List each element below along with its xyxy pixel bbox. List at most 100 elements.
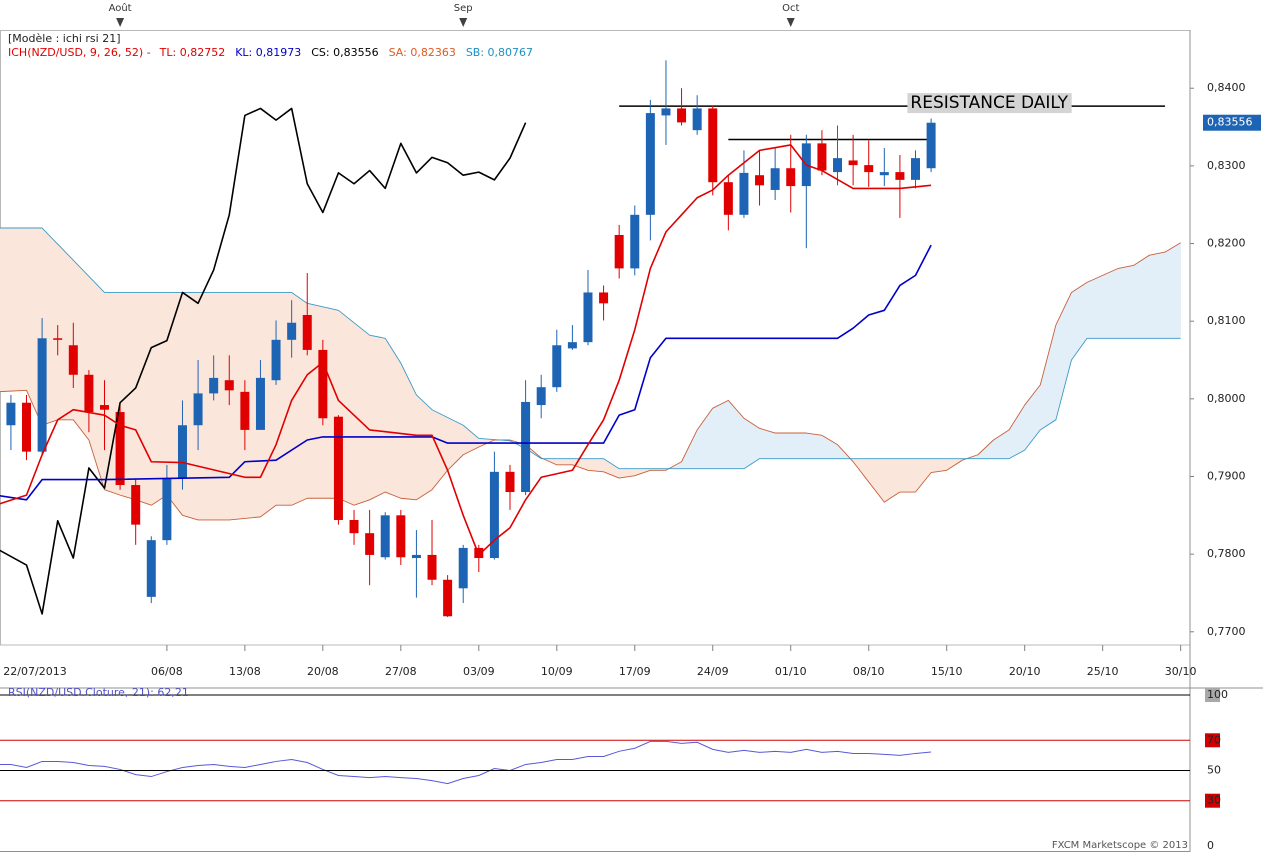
indicator-line xyxy=(0,244,932,501)
x-tick-label: 22/07/2013 xyxy=(3,665,66,678)
candle-body xyxy=(848,160,858,166)
rsi-title: RSI(NZD/USD.Cloture, 21): 62,21 xyxy=(8,686,189,699)
x-tick-label: 03/09 xyxy=(463,665,495,678)
y-tick-label: 0,8200 xyxy=(1207,237,1246,250)
last-price-box xyxy=(1203,114,1261,131)
cloud xyxy=(806,432,823,459)
indicator-label: SB: 0,80767 xyxy=(466,46,533,59)
indicator-label: CS: 0,83556 xyxy=(311,46,378,59)
month-marker xyxy=(459,18,468,27)
month-marker xyxy=(116,18,125,27)
candle-body xyxy=(536,387,546,406)
x-tick-label: 25/10 xyxy=(1087,665,1119,678)
cloud xyxy=(213,292,230,521)
x-tick-label: 27/08 xyxy=(385,665,417,678)
cloud xyxy=(774,432,792,459)
candle-body xyxy=(567,342,577,349)
candle-body xyxy=(661,108,671,116)
candle-body xyxy=(177,425,187,479)
y-tick-label: 70 xyxy=(1207,733,1221,746)
candle-body xyxy=(911,158,921,180)
candle-body xyxy=(318,349,328,419)
indicator-line xyxy=(0,107,527,615)
cloud xyxy=(57,243,74,421)
candle-body xyxy=(193,393,203,426)
candle-body xyxy=(833,158,843,173)
y-tick-box xyxy=(1205,688,1220,702)
month-marker xyxy=(786,18,795,27)
cloud xyxy=(759,427,776,459)
candle-body xyxy=(895,172,905,180)
x-tick-label: 24/09 xyxy=(697,665,729,678)
candle-body xyxy=(614,235,624,269)
rsi-layer xyxy=(0,740,932,785)
candle-body xyxy=(443,579,453,617)
candle-body xyxy=(53,338,63,340)
candle-body xyxy=(365,533,375,555)
month-label: Sep xyxy=(454,3,473,14)
y-tick-label: 0 xyxy=(1207,839,1214,852)
cloud xyxy=(10,227,27,392)
cloud xyxy=(587,458,604,473)
candle-body xyxy=(411,554,421,559)
candle-body xyxy=(396,515,406,558)
cloud xyxy=(790,432,807,459)
cloud xyxy=(712,399,729,470)
candle-body xyxy=(333,416,343,520)
candle-body xyxy=(209,377,219,394)
indicator-label: SA: 0,82363 xyxy=(389,46,456,59)
candle-body xyxy=(224,380,234,391)
template-label: [Modèle : ichi rsi 21] xyxy=(8,32,121,45)
candle-body xyxy=(287,322,297,340)
candle-body xyxy=(645,113,655,215)
candle-body xyxy=(349,519,359,534)
candle-body xyxy=(489,471,499,559)
candle-body xyxy=(458,547,468,589)
indicator-label: KL: 0,81973 xyxy=(235,46,301,59)
candle-body xyxy=(99,405,109,410)
candle-body xyxy=(630,214,640,269)
cloud xyxy=(1149,251,1166,339)
cloud xyxy=(1117,264,1135,339)
cloud xyxy=(1102,267,1119,339)
x-tick-label: 13/08 xyxy=(229,665,261,678)
footer: FXCM Marketscope © 2013 xyxy=(1052,840,1188,851)
cloud xyxy=(384,337,402,499)
x-tick-label: 20/08 xyxy=(307,665,339,678)
candle-body xyxy=(755,175,765,186)
x-tick-label: 01/10 xyxy=(775,665,807,678)
y-tick-label: 0,8400 xyxy=(1207,81,1246,94)
y-tick-label: 100 xyxy=(1207,688,1228,701)
candle-body xyxy=(583,292,593,343)
last-price-label: 0,83556 xyxy=(1207,116,1253,129)
candle-body xyxy=(708,108,718,183)
candle-body xyxy=(692,108,702,131)
indicator-line xyxy=(0,242,1181,521)
candle-body xyxy=(552,345,562,388)
rsi-line xyxy=(0,740,932,785)
candle-body xyxy=(162,478,172,541)
x-tick-label: 15/10 xyxy=(931,665,963,678)
y-tick-label: 0,8300 xyxy=(1207,159,1246,172)
y-tick-label: 0,8100 xyxy=(1207,314,1246,327)
x-tick-label: 17/09 xyxy=(619,665,651,678)
y-tick-box xyxy=(1205,733,1220,748)
indicator-title: ICH(NZD/USD, 9, 26, 52) - xyxy=(8,46,151,59)
candle-body xyxy=(864,165,874,173)
cloud xyxy=(1133,254,1150,339)
candle-body xyxy=(505,471,515,493)
candle-body xyxy=(146,540,156,597)
candle-body xyxy=(22,402,32,452)
y-tick-label: 50 xyxy=(1207,764,1221,777)
y-tick-label: 30 xyxy=(1207,794,1221,807)
indicator-line xyxy=(0,144,932,556)
cloud xyxy=(899,458,916,493)
candle-body xyxy=(115,412,125,486)
candle-body xyxy=(427,554,437,580)
candle-body xyxy=(240,391,250,430)
candle-body xyxy=(6,402,16,426)
level-label-bg xyxy=(907,93,1072,114)
x-tick-label: 10/09 xyxy=(541,665,573,678)
